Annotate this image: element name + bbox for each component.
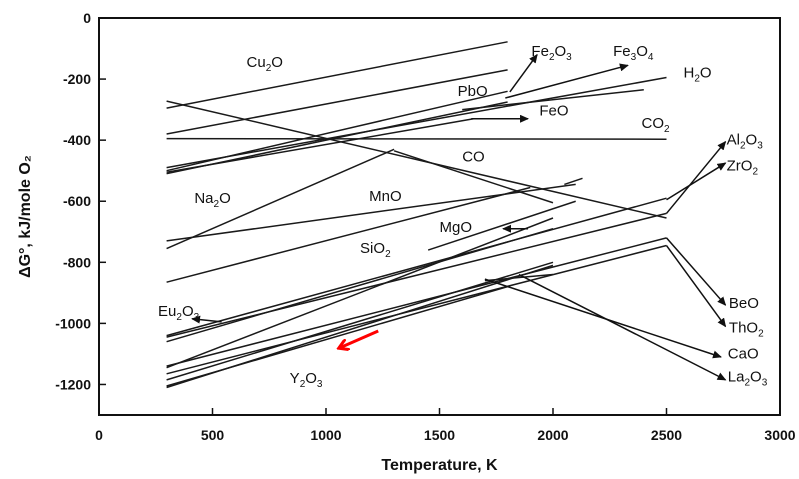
y-tick-label: -1000	[55, 315, 91, 331]
series-label-na2o: Na2O	[194, 190, 230, 210]
series-label-eu2o3: Eu2O3	[158, 303, 200, 323]
y-tick-label: -400	[63, 132, 91, 148]
series-label-feo: FeO	[539, 103, 568, 120]
y-axis-title: ΔG°, kJ/mole O₂	[17, 155, 34, 278]
series-label-co: CO	[462, 149, 485, 166]
series-label-mgo: MgO	[440, 219, 473, 236]
x-tick-label: 3000	[764, 427, 795, 443]
y-tick-label: 0	[83, 10, 91, 26]
y-tick-label: -200	[63, 71, 91, 87]
series-line-cu2o	[166, 41, 508, 109]
series-label-h2o: H2O	[684, 65, 712, 85]
series-line-pbo	[166, 69, 508, 135]
x-tick-label: 1500	[424, 427, 455, 443]
extra-segment-1	[393, 150, 554, 204]
extra-segment-2	[564, 177, 583, 186]
x-tick-label: 500	[201, 427, 225, 443]
series-line-beo	[166, 237, 667, 367]
series-label-al2o3: Al2O3	[727, 132, 764, 152]
x-axis: 0 500 1000 1500 2000 2500 3000	[95, 408, 796, 443]
series-label-sio2: SiO2	[360, 240, 391, 260]
series-label-fe3o4: Fe3O4	[613, 43, 654, 63]
series-label-pbo: PbO	[458, 83, 488, 100]
series-label-la2o3: La2O3	[728, 368, 768, 388]
series-label-co2: CO2	[642, 115, 671, 135]
y-tick-label: -600	[63, 193, 91, 209]
series-line-al2o3	[166, 212, 667, 338]
series-lines	[166, 41, 667, 389]
series-line-feo	[166, 118, 474, 173]
label-arrow-beo	[665, 237, 727, 306]
series-label-cao: CaO	[728, 346, 759, 363]
series-label-tho2: ThO2	[729, 320, 764, 340]
series-line-zro2	[166, 197, 667, 337]
series-label-y2o3: Y2O3	[290, 370, 323, 390]
series-line-sio2	[166, 186, 531, 283]
series-line-h2o	[166, 76, 667, 169]
extra-segment-4	[484, 273, 554, 282]
extra-segment-0	[462, 89, 644, 111]
series-line-y2o3	[166, 285, 508, 387]
y-axis: 0 -200 -400 -600 -800 -1000 -1200	[55, 10, 106, 392]
label-arrow-eu2o3	[191, 315, 222, 324]
series-line-mgo	[166, 217, 554, 369]
y-tick-label: -1200	[55, 376, 91, 392]
series-line-na2o	[166, 148, 395, 250]
label-arrow-fe2o3	[509, 53, 538, 93]
series-label-zro2: ZrO2	[727, 158, 759, 178]
extra-segment-3	[427, 200, 576, 251]
series-labels: Cu2O PbO Fe2O3 Fe3O4 H2O FeO CO2 CO Na2O MnO MgO Si…	[158, 43, 768, 390]
label-arrow-tho2	[665, 245, 727, 328]
label-arrow-fe3o4	[505, 63, 629, 99]
series-label-cu2o: Cu2O	[247, 54, 283, 74]
x-tick-label: 0	[95, 427, 103, 443]
series-line-co2	[166, 137, 667, 140]
series-line-eu2o3	[166, 227, 554, 343]
x-tick-label: 2500	[651, 427, 682, 443]
label-arrow-la2o3	[518, 273, 727, 381]
x-tick-label: 2000	[537, 427, 568, 443]
label-arrow-zro2	[666, 162, 727, 201]
series-line-tho2	[166, 244, 667, 375]
series-label-mno: MnO	[369, 188, 402, 205]
label-arrow-al2o3	[665, 140, 727, 214]
series-label-beo: BeO	[729, 295, 759, 312]
label-arrows	[191, 53, 727, 381]
highlight-arrow	[340, 329, 379, 348]
x-axis-title: Temperature, K	[381, 457, 498, 474]
series-line-cao	[166, 261, 554, 381]
y-tick-label: -800	[63, 254, 91, 270]
series-label-fe2o3: Fe2O3	[531, 43, 572, 63]
x-tick-label: 1000	[310, 427, 341, 443]
series-line-co	[166, 100, 667, 219]
